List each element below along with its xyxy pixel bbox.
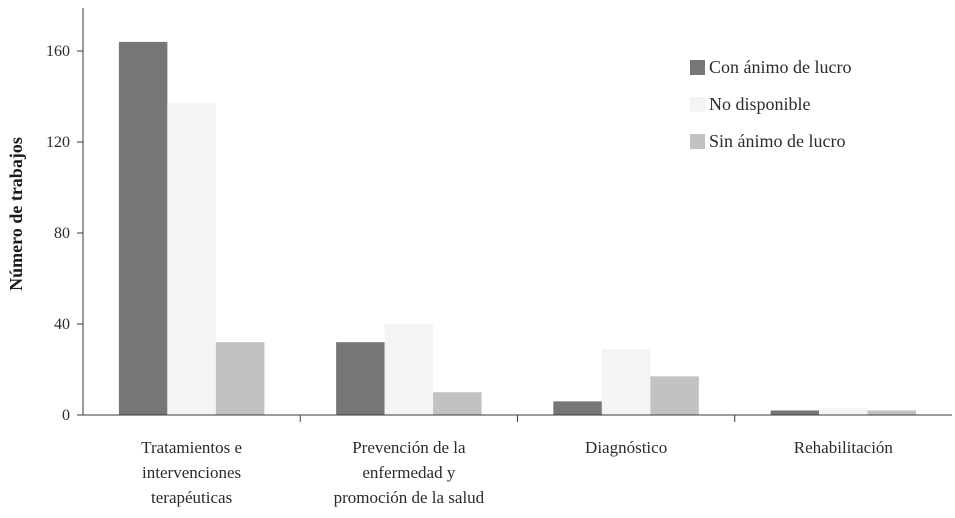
y-ticks-layer: 0 40 80 120 160	[46, 43, 83, 424]
bar	[433, 392, 482, 415]
bar	[601, 349, 651, 415]
bar	[650, 376, 699, 415]
x-category-label: Prevención de la	[352, 438, 466, 457]
y-tick-label: 0	[62, 407, 70, 424]
axes-layer	[82, 8, 952, 422]
x-category-label: Rehabilitación	[794, 438, 894, 457]
x-category-label: intervenciones	[142, 463, 241, 482]
y-tick-label: 40	[54, 316, 70, 333]
y-axis-label: Número de trabajos	[6, 137, 26, 291]
x-category-label: enfermedad y	[362, 463, 455, 482]
bar	[167, 103, 216, 415]
legend-swatch	[690, 134, 705, 149]
category-labels-layer: Tratamientos e intervenciones terapéuticas…	[141, 438, 893, 507]
bar	[336, 342, 385, 415]
bar	[867, 410, 917, 415]
bar	[770, 410, 820, 415]
y-tick-label: 120	[46, 134, 70, 151]
bar	[215, 342, 265, 415]
legend: Con ánimo de lucro No disponible Sin ánimo…	[690, 57, 851, 151]
bars-layer	[118, 41, 917, 416]
bar	[553, 401, 602, 415]
legend-label: Sin ánimo de lucro	[709, 131, 845, 151]
y-tick-label: 160	[46, 43, 70, 60]
x-category-label: promoción de la salud	[334, 488, 485, 507]
x-category-label: terapéuticas	[151, 488, 232, 507]
legend-label: Con ánimo de lucro	[709, 57, 851, 77]
bar	[384, 324, 434, 415]
y-tick-label: 80	[54, 225, 70, 242]
x-category-label: Diagnóstico	[585, 438, 667, 457]
bar	[118, 41, 168, 416]
legend-swatch	[690, 60, 705, 75]
legend-swatch	[690, 97, 705, 112]
legend-label: No disponible	[709, 94, 811, 114]
bar	[819, 408, 868, 415]
x-category-label: Tratamientos e	[141, 438, 242, 457]
